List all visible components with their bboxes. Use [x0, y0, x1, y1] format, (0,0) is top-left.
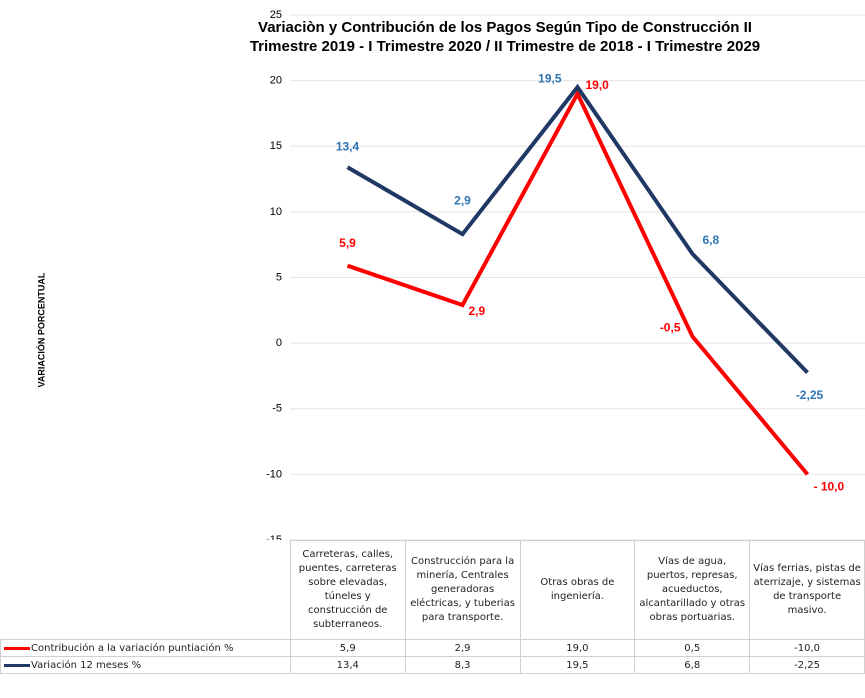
legend-entry: Variación 12 meses % [0, 656, 291, 674]
x-tick-label: Otras obras de ingeniería. [519, 540, 636, 640]
data-table: Carreteras, calles, puentes, carreteras … [0, 540, 865, 674]
y-tick-label: 15 [270, 140, 282, 152]
table-value: 6,8 [634, 656, 751, 674]
point-label: 19,0 [586, 78, 610, 92]
table-value: 13,4 [289, 656, 406, 674]
table-value: -2,25 [749, 656, 865, 674]
table-value: 5,9 [289, 639, 406, 657]
point-label: 2,9 [469, 304, 486, 318]
y-tick-label: 5 [276, 271, 282, 283]
table-value: 19,5 [519, 656, 636, 674]
y-tick-label: 10 [270, 206, 282, 218]
y-tick-label: -10 [266, 468, 282, 480]
x-tick-label: Carreteras, calles, puentes, carreteras … [289, 540, 406, 640]
y-tick-label: 25 [270, 9, 282, 21]
table-value: 2,9 [404, 639, 521, 657]
table-row: Variación 12 meses % 13,4 8,3 19,5 6,8 -2,25 [0, 656, 865, 674]
point-label: 13,4 [336, 139, 360, 153]
x-tick-label: Vías ferrias, pistas de aterrizaje, y si… [749, 540, 865, 640]
point-label: 19,5 [538, 71, 562, 85]
table-value: -10,0 [749, 639, 865, 657]
chart-title: Variaciòn y Contribución de los Pagos Se… [258, 19, 752, 36]
point-label: - 10,0 [814, 480, 845, 494]
y-tick-label: -5 [272, 403, 282, 415]
table-value: 19,0 [519, 639, 636, 657]
y-tick-label: 20 [270, 75, 282, 87]
point-label: 6,8 [703, 233, 720, 247]
point-label: -0,5 [660, 321, 681, 335]
legend-swatch [4, 664, 30, 667]
chart: Variaciòn y Contribución de los Pagos Se… [35, 9, 865, 540]
table-value: 0,5 [634, 639, 751, 657]
point-label: 2,9 [454, 193, 471, 207]
x-tick-label: Vías de agua, puertos, represas, acueduc… [634, 540, 751, 640]
point-label: -2,25 [796, 388, 824, 402]
legend-swatch [4, 647, 30, 650]
y-tick-label: 0 [276, 337, 282, 349]
legend-label: Variación 12 meses % [31, 659, 142, 671]
legend-entry: Contribución a la variación puntiación % [0, 639, 291, 657]
chart-subtitle: Trimestre 2019 - I Trimestre 2020 / II T… [250, 38, 760, 55]
y-axis-label: VARIACIÓN PORCENTUAL [35, 272, 46, 387]
series-line [346, 89, 810, 476]
table-value: 8,3 [404, 656, 521, 674]
series-line [346, 83, 809, 375]
x-tick-label: Construcción para la minería, Centrales … [404, 540, 521, 640]
table-row: Contribución a la variación puntiación %… [0, 639, 865, 657]
point-label: 5,9 [339, 236, 356, 250]
legend-label: Contribución a la variación puntiación % [31, 642, 234, 654]
y-tick-label: -15 [266, 534, 282, 540]
